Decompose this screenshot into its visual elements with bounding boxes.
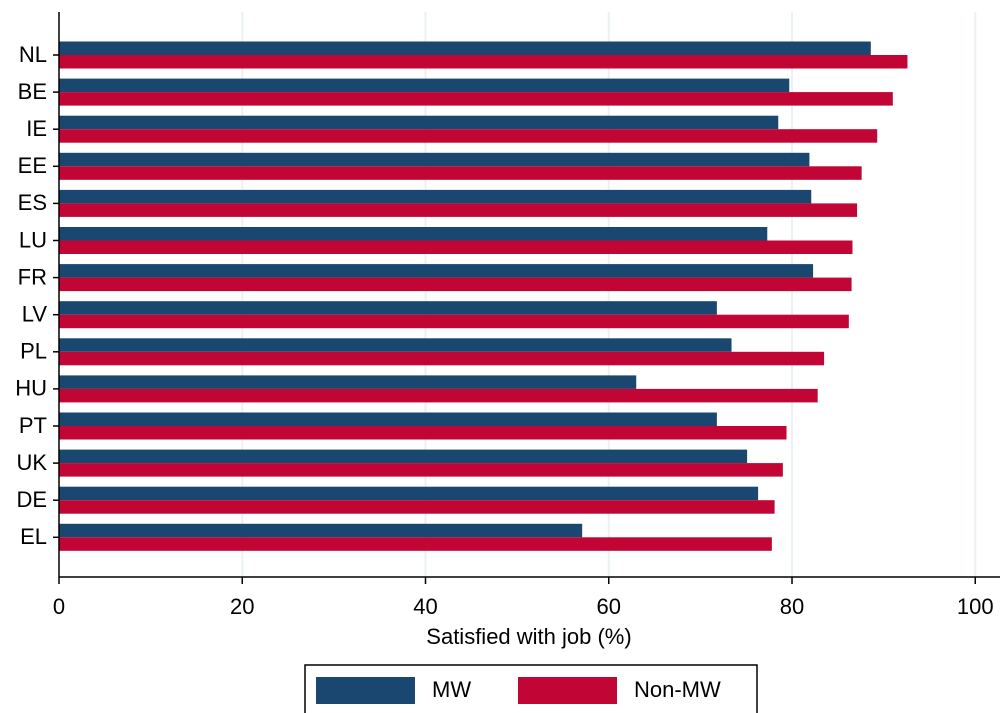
bar — [59, 537, 772, 551]
bar — [59, 523, 583, 538]
y-tick-label: DE — [16, 487, 47, 512]
y-tick-label: LV — [22, 302, 48, 327]
x-tick-label: 60 — [597, 594, 621, 619]
x-tick-label: 40 — [413, 594, 437, 619]
x-tick-label: 20 — [230, 594, 254, 619]
y-tick-label: HU — [15, 376, 47, 401]
bar — [59, 227, 768, 241]
bar — [59, 115, 779, 130]
y-tick-label: ES — [18, 190, 47, 215]
y-tick-label: IE — [26, 116, 47, 141]
bar — [59, 314, 849, 329]
legend-swatch — [518, 677, 617, 704]
bar — [59, 426, 787, 440]
y-tick-label: PT — [19, 413, 47, 438]
y-tick-label: FR — [18, 264, 47, 289]
y-tick-label: PL — [20, 339, 47, 364]
legend-label: Non-MW — [634, 677, 721, 702]
bar — [59, 203, 858, 217]
legend-label: MW — [432, 677, 471, 702]
x-tick-label: 100 — [957, 594, 994, 619]
bar — [59, 55, 908, 69]
bar — [59, 92, 893, 106]
bar — [59, 500, 775, 514]
bar — [59, 189, 812, 204]
x-tick-label: 80 — [780, 594, 804, 619]
bar — [59, 41, 871, 55]
y-tick-label: LU — [19, 227, 47, 252]
y-tick-label: NL — [19, 42, 47, 67]
bar — [59, 338, 732, 352]
y-tick-label: BE — [18, 79, 47, 104]
x-axis-label: Satisfied with job (%) — [426, 624, 631, 649]
bar — [59, 351, 825, 366]
y-tick-label: UK — [16, 450, 47, 475]
x-tick-label: 0 — [53, 594, 65, 619]
bar — [59, 264, 814, 278]
bar — [59, 277, 852, 292]
bar — [59, 412, 717, 426]
bar — [59, 78, 790, 93]
y-tick-label: EE — [18, 153, 47, 178]
y-tick-label: EL — [20, 524, 47, 549]
bar — [59, 129, 878, 143]
bar — [59, 152, 810, 167]
bar — [59, 486, 759, 501]
bar — [59, 449, 748, 464]
legend-swatch — [316, 677, 415, 704]
bar — [59, 375, 637, 389]
bar — [59, 240, 853, 254]
bar — [59, 388, 818, 403]
bar — [59, 301, 717, 315]
bar — [59, 166, 862, 180]
bar — [59, 463, 783, 477]
